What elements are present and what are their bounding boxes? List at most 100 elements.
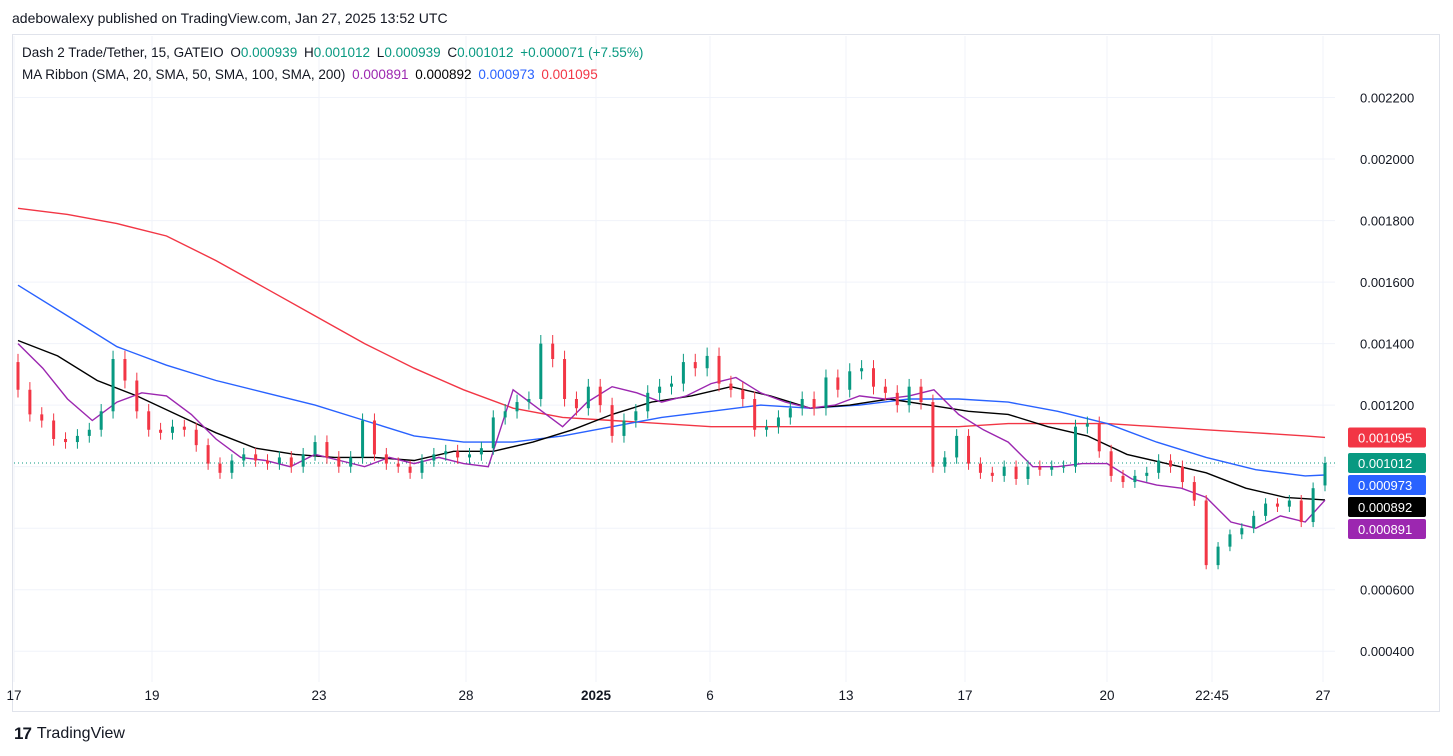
candle-body	[729, 383, 733, 390]
candle-body	[978, 463, 982, 473]
candle-body	[990, 472, 994, 476]
price-label-text: 0.000891	[1358, 522, 1412, 537]
candle-body	[1204, 500, 1208, 566]
candle-body	[1026, 466, 1030, 479]
candle-body	[64, 438, 68, 443]
candle-body	[206, 445, 210, 464]
candle-body	[16, 362, 20, 390]
y-tick-label: 0.002000	[1360, 152, 1414, 167]
candle-body	[325, 442, 329, 458]
symbol-name: Dash 2 Trade/Tether, 15, GATEIO	[22, 45, 224, 60]
open-label: O	[230, 45, 241, 60]
candle-body	[1275, 503, 1279, 507]
ma-line-sma-200	[17, 207, 1326, 439]
price-label-box	[1348, 427, 1426, 448]
price-label-box	[1348, 518, 1426, 539]
candle-body	[1133, 475, 1137, 483]
candle-body	[622, 420, 626, 436]
candle-body	[907, 386, 911, 406]
candle-body	[491, 417, 495, 449]
candle-body	[967, 435, 971, 464]
candle-body	[717, 355, 721, 384]
low-value: 0.000939	[384, 45, 441, 60]
close-value: 0.001012	[457, 45, 514, 60]
candle-body	[646, 392, 650, 412]
ma-line-sma-20	[17, 343, 1326, 529]
candle-body	[361, 420, 365, 458]
price-label-text: 0.000973	[1358, 478, 1412, 493]
candle-body	[1145, 472, 1149, 476]
candle-body	[860, 368, 864, 372]
candle-body	[765, 426, 769, 430]
y-tick-label: 0.000400	[1360, 644, 1414, 659]
ma-value-sma100: 0.000973	[478, 67, 535, 82]
candle-body	[277, 457, 281, 464]
y-tick-label: 0.001200	[1360, 398, 1414, 413]
candle-body	[610, 405, 614, 436]
price-label-text: 0.000892	[1358, 500, 1412, 515]
x-tick-label: 17	[957, 688, 972, 703]
series-layer	[17, 207, 1326, 529]
candle-body	[159, 429, 163, 433]
high-label: H	[303, 45, 314, 60]
candle-body	[28, 389, 32, 415]
x-tick-label: 13	[838, 688, 853, 703]
candle-body	[931, 402, 935, 467]
candle-body	[218, 463, 222, 473]
candle-body	[1050, 466, 1054, 470]
candle-body	[432, 454, 436, 461]
candle-body	[658, 386, 662, 393]
legend-symbol-row[interactable]: Dash 2 Trade/Tether, 15, GATEIO O 0.00093…	[22, 45, 646, 60]
candle-body	[349, 457, 353, 467]
candle-body	[776, 417, 780, 427]
candle-body	[670, 383, 673, 387]
candle-body	[313, 442, 317, 455]
candle-body	[111, 359, 115, 412]
candle-body	[586, 386, 590, 409]
candle-body	[147, 411, 151, 430]
candle-body	[230, 460, 234, 473]
candle-body	[598, 386, 602, 406]
candle-layer	[16, 335, 1327, 570]
candle-body	[289, 457, 293, 467]
candle-body	[242, 454, 246, 461]
candle-body	[301, 454, 305, 467]
candle-body	[1169, 460, 1173, 467]
price-label-text: 0.001012	[1358, 456, 1412, 471]
x-tick-label: 27	[1315, 688, 1330, 703]
y-tick-label: 0.001600	[1360, 275, 1414, 290]
candle-body	[75, 435, 79, 443]
legend-ma-row[interactable]: MA Ribbon (SMA, 20, SMA, 50, SMA, 100, S…	[22, 67, 601, 82]
candle-body	[99, 411, 103, 430]
x-tick-label: 19	[144, 688, 159, 703]
ma-value-sma200: 0.001095	[541, 67, 598, 82]
candle-body	[1311, 488, 1315, 523]
candle-body	[788, 408, 792, 418]
price-label-box	[1348, 474, 1426, 495]
candle-body	[1014, 466, 1018, 479]
candle-body	[812, 398, 816, 409]
candle-body	[123, 359, 127, 381]
candle-body	[1240, 528, 1244, 535]
candle-body	[919, 386, 923, 403]
candle-body	[456, 451, 460, 458]
candle-body	[693, 362, 697, 369]
x-tick-label: 2025	[581, 688, 612, 703]
tradingview-logo-icon: 17	[14, 724, 32, 743]
candle-body	[1180, 466, 1184, 483]
candle-body	[574, 398, 578, 409]
candle-body	[1287, 500, 1291, 507]
ma-line-sma-100	[17, 284, 1326, 477]
y-tick-label: 0.001400	[1360, 337, 1414, 352]
low-label: L	[376, 45, 385, 60]
x-tick-label: 28	[458, 688, 473, 703]
candle-body	[539, 343, 543, 399]
x-tick-label: 22:45	[1195, 688, 1229, 703]
footer-brand[interactable]: 17 TradingView	[14, 724, 125, 744]
candle-body	[741, 389, 745, 399]
x-tick-label: 6	[706, 688, 714, 703]
candle-body	[479, 448, 483, 455]
candle-body	[1097, 423, 1101, 452]
ma-value-sma20: 0.000891	[352, 67, 409, 82]
